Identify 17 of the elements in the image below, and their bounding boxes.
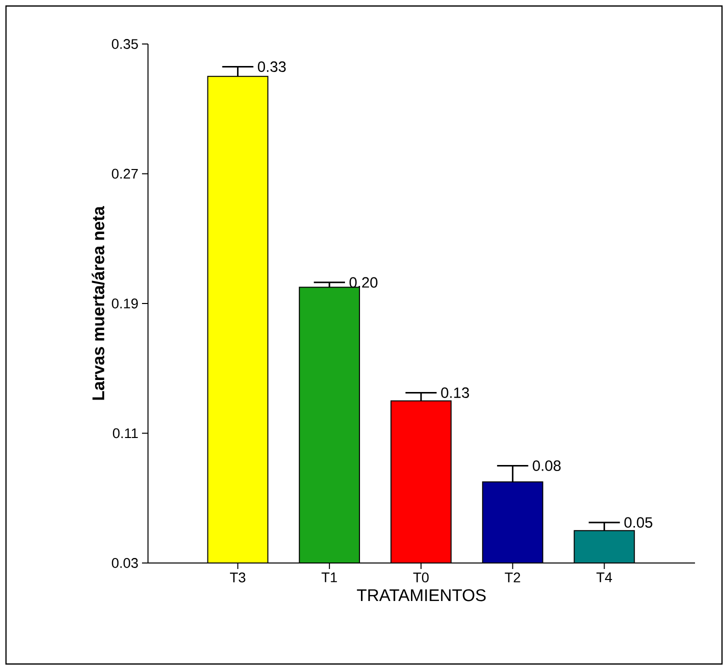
y-tick-label: 0.03 [112, 558, 138, 568]
x-tick-label: T4 [596, 572, 612, 582]
data-label: 0.33 [258, 61, 286, 72]
data-label: 0.05 [624, 517, 652, 528]
data-label: 0.13 [441, 387, 469, 398]
data-label: 0.20 [350, 277, 378, 288]
x-tick-label: T3 [230, 572, 246, 582]
y-tick-label: 0.35 [112, 39, 138, 49]
y-axis-title: Larvas muerta/área neta [92, 206, 104, 400]
y-tick-label: 0.27 [112, 168, 138, 179]
x-tick-label: T1 [322, 572, 337, 582]
x-tick-label: T0 [413, 572, 429, 582]
x-tick-label: T2 [504, 572, 520, 582]
data-label: 0.08 [532, 460, 561, 471]
y-tick-label: 0.11 [112, 428, 138, 438]
x-axis-title: TRATAMIENTOS [356, 589, 486, 602]
y-tick-label: 0.19 [112, 298, 138, 308]
